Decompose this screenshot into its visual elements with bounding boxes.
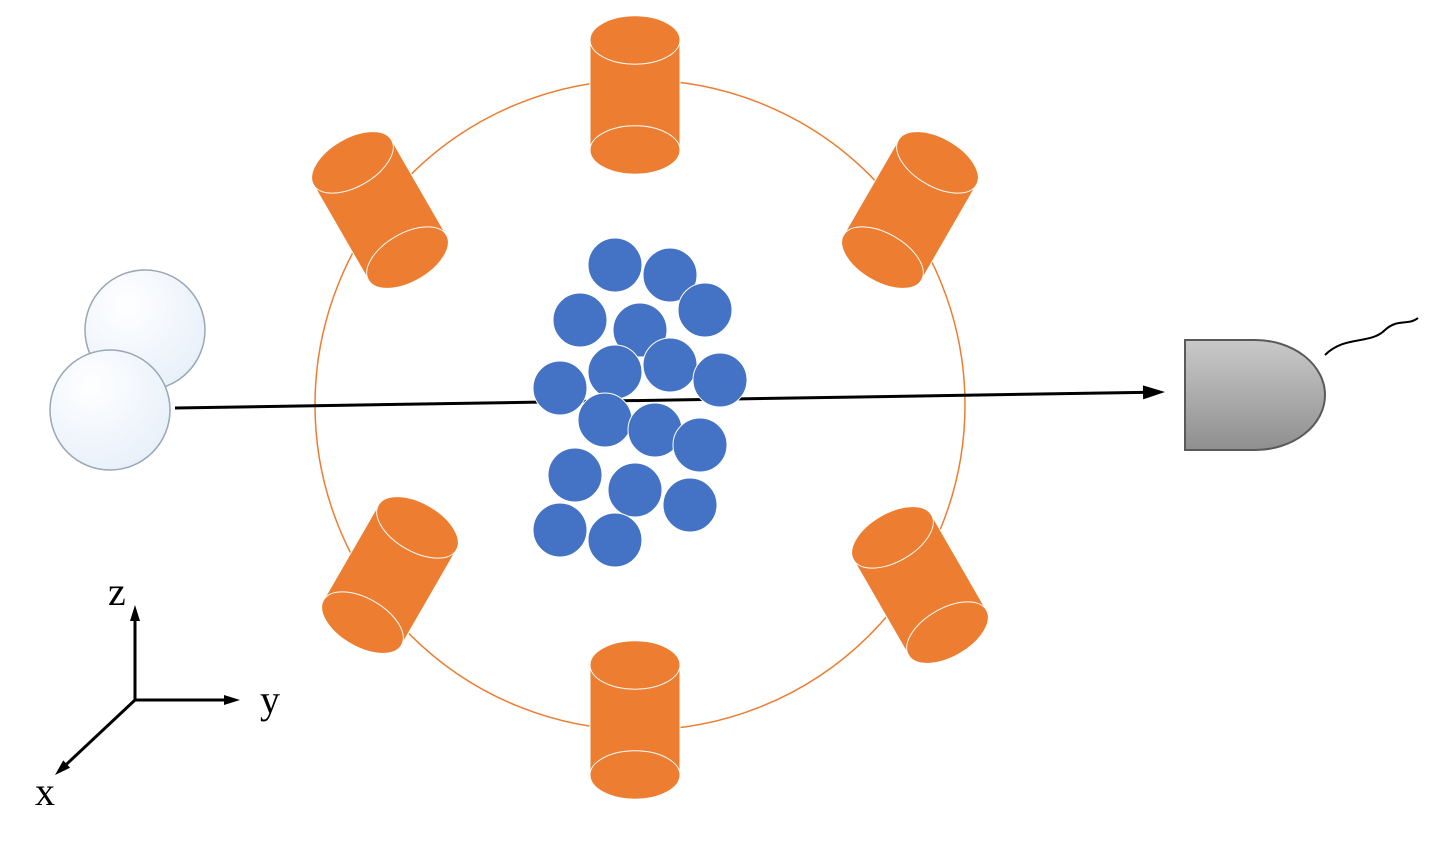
- atom: [693, 353, 747, 407]
- atom: [663, 478, 717, 532]
- detector-wire: [1325, 318, 1418, 355]
- atom: [588, 345, 642, 399]
- beam-arrow-head: [1143, 385, 1165, 399]
- atom: [533, 361, 587, 415]
- atom: [553, 293, 607, 347]
- atom: [643, 338, 697, 392]
- atom: [533, 503, 587, 557]
- magnet-coil: [590, 641, 680, 799]
- atom: [678, 283, 732, 337]
- magnet-coil: [590, 16, 680, 174]
- atom: [673, 418, 727, 472]
- axis-arrowhead: [224, 695, 240, 705]
- axis-label-y: y: [260, 677, 280, 722]
- axis-arrowhead: [130, 605, 140, 621]
- atom: [608, 463, 662, 517]
- magnet-coil: [831, 119, 988, 301]
- axis-label-z: z: [108, 569, 126, 614]
- atom: [588, 513, 642, 567]
- atom: [548, 448, 602, 502]
- magnet-coil: [311, 484, 468, 666]
- atom: [588, 238, 642, 292]
- axis-line: [67, 700, 135, 764]
- magnet-coil: [841, 494, 998, 676]
- magnet-coil: [301, 119, 458, 301]
- source-sphere: [50, 350, 170, 470]
- atom: [578, 393, 632, 447]
- axis-label-x: x: [35, 769, 55, 814]
- detector-body: [1185, 340, 1325, 450]
